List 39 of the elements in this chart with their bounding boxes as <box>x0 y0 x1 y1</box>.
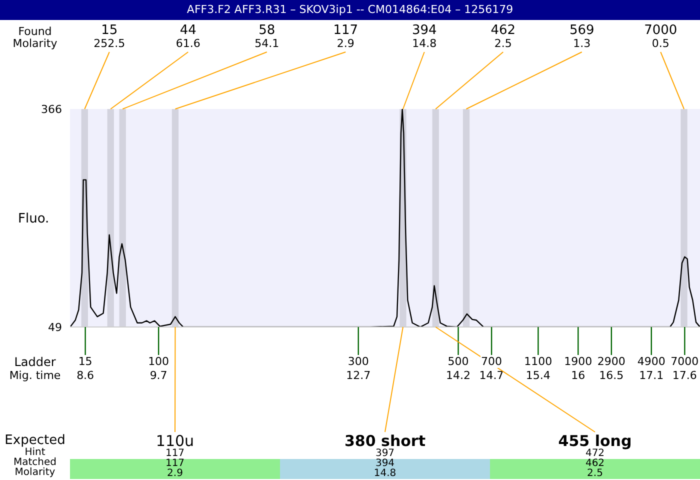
x-tick-label: 14.2 <box>446 368 471 382</box>
band-label: 569 1.3 <box>568 23 596 50</box>
annotation: 1900 <box>563 355 594 368</box>
annotation: 380 short 397 394 14.8 <box>343 432 426 479</box>
band-label: 462 2.5 <box>490 23 517 50</box>
annotation: 700 <box>480 355 504 368</box>
band-label: 117 2.9 <box>332 23 360 50</box>
text: Expected Hint Matched Molarity <box>4 433 66 478</box>
x-tick-label: 9.7 <box>150 368 168 382</box>
text: Ladder <box>13 355 57 369</box>
annotation: 100 <box>147 355 170 368</box>
text: Found Molarity <box>12 25 58 50</box>
chart-title: AFF3.F2 AFF3.R31 – SKOV3ip1 -- CM014864:E04 – 1256179 <box>0 0 700 20</box>
y-axis-title: Fluo. <box>18 212 50 227</box>
band-label: 15 252.5 <box>92 23 126 50</box>
x-tick-label: 16 <box>571 368 586 382</box>
x-axis-title: Mig. time <box>8 369 62 382</box>
annotation: 455 long 472 462 2.5 <box>557 432 633 479</box>
x-tick-label: 12.7 <box>346 368 371 382</box>
x-tick-label: 17.6 <box>672 368 697 382</box>
annotation: 4900 <box>636 355 666 368</box>
x-tick-label: 8.6 <box>76 368 94 382</box>
annotation: 300 <box>346 355 370 368</box>
x-tick-label: 15.4 <box>526 368 550 382</box>
band-label: 7000 0.5 <box>643 23 678 50</box>
y-tick-label: 49 <box>48 320 62 334</box>
band-label: 58 54.1 <box>254 23 280 50</box>
annotation: 15 <box>77 355 94 368</box>
x-tick-label: 17.1 <box>639 368 664 382</box>
annotation: 2900 <box>596 355 626 368</box>
band-label: 394 14.8 <box>410 23 438 50</box>
x-tick-label: 14.7 <box>479 368 504 382</box>
annotation: 500 <box>446 355 470 368</box>
annotation: 1100 <box>523 355 554 368</box>
annotation: 110u 117 117 2.9 <box>154 432 196 479</box>
annotation: 7000 <box>670 355 700 368</box>
y-tick-label: 366 <box>41 102 62 116</box>
band-label: 44 61.6 <box>174 23 202 50</box>
x-tick-label: 16.5 <box>599 368 624 382</box>
